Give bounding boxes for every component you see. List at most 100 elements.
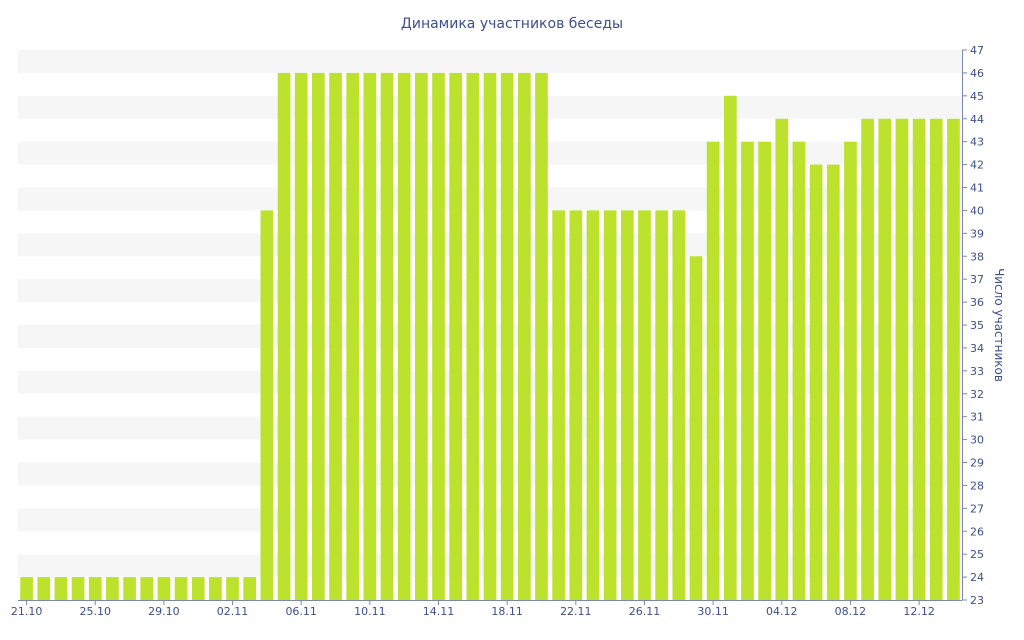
bar — [655, 210, 668, 601]
bar — [466, 72, 480, 601]
bar — [861, 118, 874, 600]
bar — [947, 118, 960, 600]
y-tick-label: 39 — [970, 227, 984, 240]
bar — [260, 210, 274, 601]
bar — [672, 210, 686, 601]
bar — [500, 72, 514, 601]
bar — [775, 118, 789, 600]
bar — [414, 72, 428, 601]
bar — [912, 118, 926, 600]
bar — [826, 164, 840, 600]
bar — [71, 577, 85, 600]
x-tick-label: 22.11 — [560, 605, 592, 618]
x-tick-label: 25.10 — [79, 605, 111, 618]
bar — [37, 577, 51, 600]
bar — [449, 72, 463, 601]
y-tick-label: 26 — [970, 525, 984, 538]
bar — [363, 72, 377, 601]
bar — [432, 72, 445, 601]
bar — [54, 577, 68, 600]
bar — [792, 141, 806, 601]
bar — [226, 577, 239, 600]
bar — [277, 72, 291, 601]
bar — [174, 577, 188, 600]
y-tick-label: 45 — [970, 90, 984, 103]
bar — [535, 72, 548, 601]
bar — [346, 72, 360, 601]
y-tick-label: 34 — [970, 342, 984, 355]
y-tick-label: 33 — [970, 365, 984, 378]
y-tick-label: 36 — [970, 296, 984, 309]
y-tick-label: 41 — [970, 182, 984, 195]
bar — [603, 210, 617, 601]
bar — [106, 577, 119, 600]
bar — [483, 72, 497, 601]
y-tick-label: 44 — [970, 113, 984, 126]
bar — [140, 577, 154, 600]
y-tick-label: 40 — [970, 204, 984, 217]
y-tick-label: 32 — [970, 388, 984, 401]
y-tick-label: 47 — [970, 44, 984, 57]
x-axis-ticks: 21.10 25.10 29.10 02.11 06.11 10.11 14.11 18.11… — [11, 600, 935, 618]
y-axis-label: Число участников — [992, 268, 1006, 382]
y-tick-label: 23 — [970, 594, 984, 607]
y-tick-label: 37 — [970, 273, 984, 286]
x-tick-label: 29.10 — [148, 605, 180, 618]
bar — [929, 118, 943, 600]
x-tick-label: 18.11 — [491, 605, 523, 618]
bar — [312, 72, 325, 601]
y-tick-label: 31 — [970, 411, 984, 424]
x-tick-label: 08.12 — [835, 605, 867, 618]
y-tick-label: 30 — [970, 434, 984, 447]
bar — [294, 72, 308, 601]
bar — [517, 72, 531, 601]
x-tick-label: 30.11 — [697, 605, 729, 618]
bar — [723, 95, 737, 600]
x-tick-label: 04.12 — [766, 605, 798, 618]
bar — [329, 72, 342, 601]
y-tick-label: 28 — [970, 479, 984, 492]
bar — [123, 577, 136, 600]
y-tick-label: 25 — [970, 548, 984, 561]
x-tick-label: 14.11 — [423, 605, 455, 618]
bar — [758, 141, 771, 601]
x-tick-label: 12.12 — [903, 605, 935, 618]
bar — [878, 118, 892, 600]
y-tick-label: 46 — [970, 67, 984, 80]
bar — [638, 210, 651, 601]
bar — [380, 72, 394, 601]
x-tick-label: 21.10 — [11, 605, 43, 618]
bar — [895, 118, 909, 600]
bar-series — [20, 72, 960, 601]
bar — [88, 577, 102, 600]
bar — [689, 256, 703, 600]
y-tick-label: 27 — [970, 502, 984, 515]
bar — [243, 577, 257, 600]
y-tick-label: 29 — [970, 457, 984, 470]
bar — [191, 577, 205, 600]
bar — [20, 577, 33, 600]
bar — [620, 210, 634, 601]
bar — [586, 210, 600, 601]
bar — [569, 210, 583, 601]
y-axis-ticks: 23 24 25 26 27 28 29 30 31 32 33 34 35 36 37 38 39 40 41 42… — [962, 44, 984, 607]
chart-title: Динамика участников беседы — [401, 16, 623, 32]
x-tick-label: 10.11 — [354, 605, 386, 618]
x-tick-label: 02.11 — [217, 605, 249, 618]
bar — [397, 72, 411, 601]
bar — [209, 577, 222, 600]
bar — [706, 141, 720, 601]
y-tick-label: 24 — [970, 571, 984, 584]
bar — [552, 210, 565, 601]
x-tick-label: 26.11 — [629, 605, 661, 618]
x-tick-label: 06.11 — [285, 605, 317, 618]
y-tick-label: 35 — [970, 319, 984, 332]
y-tick-label: 38 — [970, 250, 984, 263]
y-tick-label: 42 — [970, 159, 984, 172]
y-tick-label: 43 — [970, 136, 984, 149]
bar — [741, 141, 754, 601]
grid-band — [18, 50, 962, 73]
bar — [809, 164, 823, 600]
bar — [844, 141, 857, 601]
